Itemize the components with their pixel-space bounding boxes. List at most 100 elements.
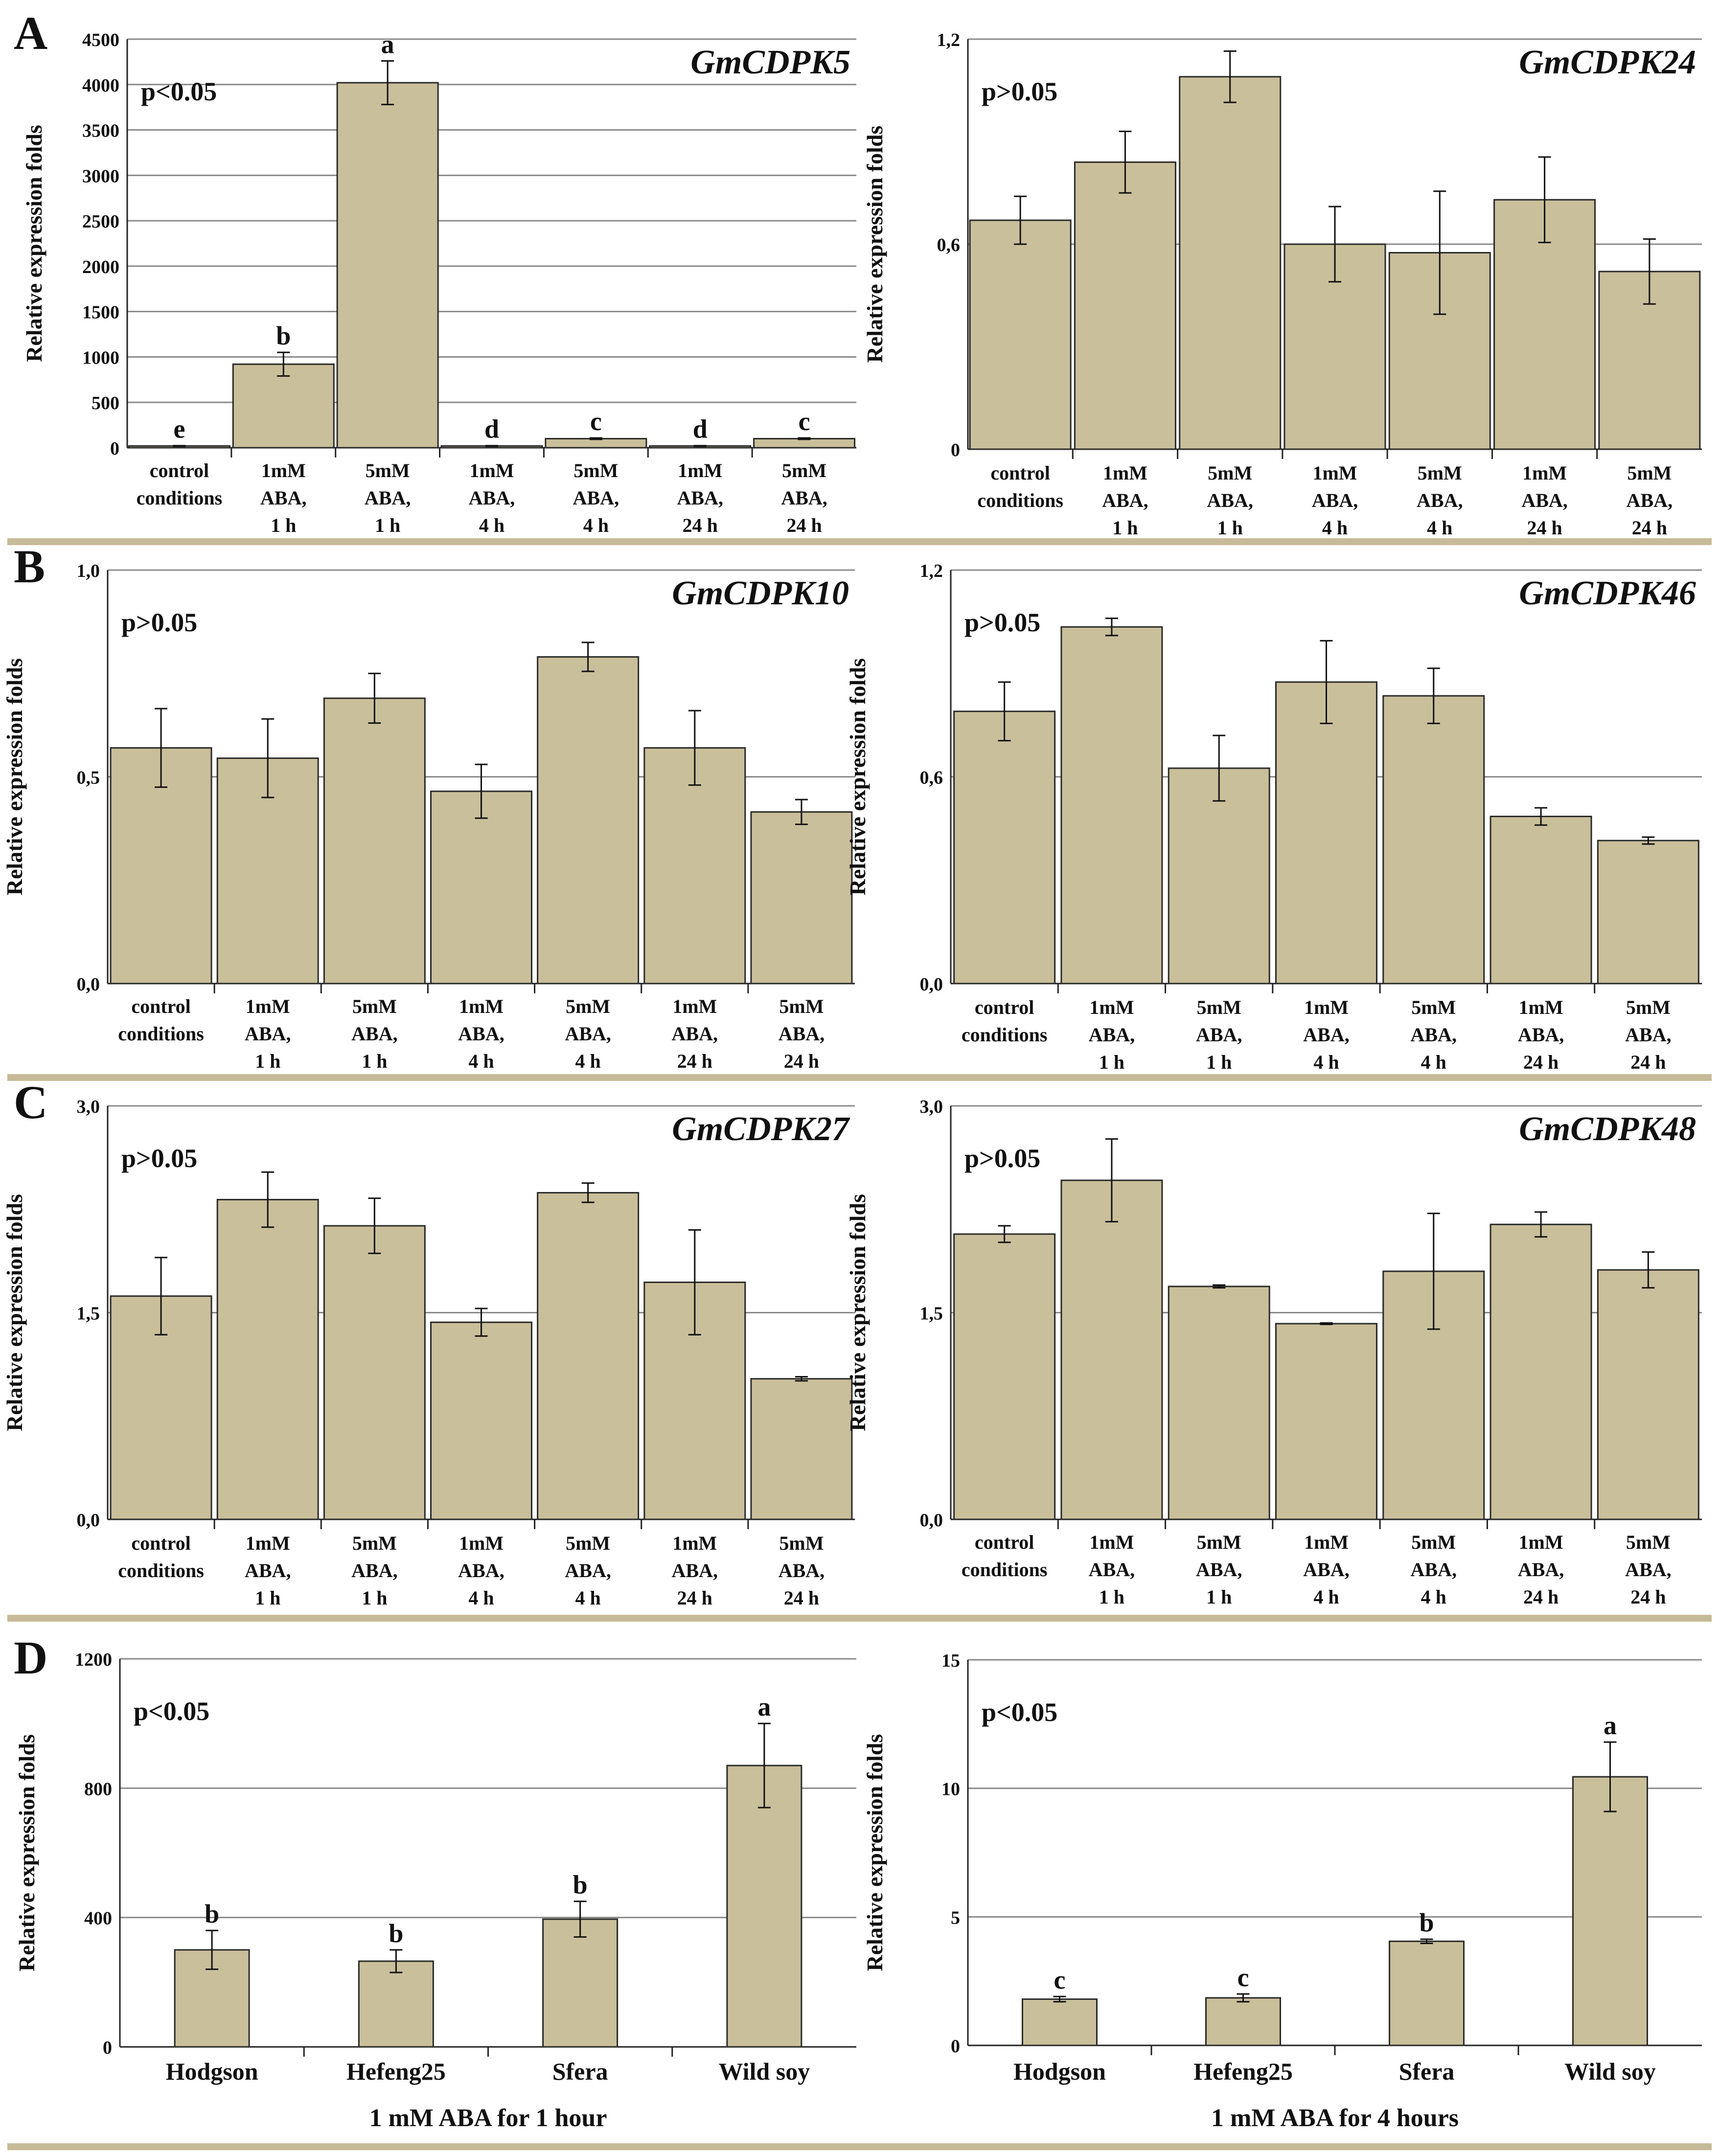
chart-title: GmCDPK48 xyxy=(1519,1110,1696,1148)
x-tick-label: ABA, xyxy=(1196,1024,1242,1046)
x-tick-label: 5mM xyxy=(1197,996,1241,1018)
x-tick-label: control xyxy=(131,1532,190,1554)
bar xyxy=(542,1918,619,2048)
chart-D1: 0 400 800 1200 b Hodgson b Hefeng25 b Sfera a Wild … xyxy=(14,1631,856,2132)
x-tick-label: ABA, xyxy=(351,1560,397,1582)
x-tick-label: Wild soy xyxy=(719,2058,810,2085)
x-tick-label: 1mM xyxy=(459,1532,504,1554)
y-tick-label: 1,5 xyxy=(920,1304,943,1324)
bar xyxy=(1022,1998,1098,2046)
x-tick-label: 5mM xyxy=(566,995,610,1017)
chart-B2: 0,0 0,6 1,2 control conditions 1mM ABA, 1 h 5mM A… xyxy=(845,561,1702,1073)
x-tick-label: 24 h xyxy=(677,1587,712,1609)
bar xyxy=(1275,1323,1377,1520)
x-tick-label: ABA, xyxy=(1411,1024,1457,1046)
x-tick-label: 1mM xyxy=(1103,462,1147,484)
y-tick-label: 10 xyxy=(941,1779,960,1800)
error-bar xyxy=(1053,1995,1066,2003)
bar xyxy=(323,697,426,985)
x-tick-label: control xyxy=(975,996,1034,1018)
y-tick-label: 1,2 xyxy=(937,30,961,50)
x-tick-label: conditions xyxy=(962,1024,1048,1046)
y-tick-label: 4000 xyxy=(82,75,119,96)
x-tick-label: 24 h xyxy=(1523,1051,1559,1073)
error-bar xyxy=(581,642,595,672)
significance-letter: a xyxy=(757,1692,771,1721)
x-tick-label: 5mM xyxy=(1626,1531,1671,1553)
chart-C2: 0,0 1,5 3,0 control conditions 1mM ABA, 1 h 5mM A… xyxy=(845,1097,1702,1608)
bar xyxy=(1275,681,1377,985)
x-tick-label: 1mM xyxy=(1304,1531,1349,1553)
bar xyxy=(430,1321,532,1520)
y-axis-label: Relative expression folds xyxy=(862,1734,887,1972)
x-tick-label: 24 h xyxy=(1630,1586,1666,1608)
x-tick-label: ABA, xyxy=(351,1023,397,1045)
x-tick-label: ABA, xyxy=(365,487,411,509)
error-bar xyxy=(589,437,602,440)
error-bar xyxy=(688,1229,701,1336)
bar xyxy=(1168,767,1270,985)
x-tick-label: ABA, xyxy=(1627,489,1673,511)
bar xyxy=(336,82,439,449)
y-tick-label: 800 xyxy=(84,1779,112,1799)
x-tick-label: ABA, xyxy=(779,1560,825,1582)
bar xyxy=(953,711,1056,985)
bar xyxy=(1490,815,1592,985)
error-bar xyxy=(155,1257,168,1336)
x-tick-label: ABA, xyxy=(1417,489,1463,511)
x-tick-label: 24 h xyxy=(1523,1586,1559,1608)
x-tick-label: 5mM xyxy=(352,995,397,1017)
x-tick-label: 4 h xyxy=(1427,517,1452,539)
bar xyxy=(726,1765,802,2048)
x-tick-label: ABA, xyxy=(1303,1024,1349,1046)
x-tick-label: 1mM xyxy=(1089,996,1134,1018)
x-tick-label: conditions xyxy=(962,1559,1048,1581)
x-tick-label: 1mM xyxy=(1089,1531,1134,1553)
x-tick-label: 5mM xyxy=(1208,462,1252,484)
x-tick-label: conditions xyxy=(118,1560,204,1582)
y-tick-label: 4500 xyxy=(82,30,119,50)
error-bar xyxy=(1535,807,1548,826)
x-tick-label: ABA, xyxy=(1521,489,1567,511)
y-axis-label: Relative expression folds xyxy=(2,658,27,895)
x-tick-label: 5mM xyxy=(352,1532,397,1554)
error-bar xyxy=(1223,50,1237,103)
y-axis-label: Relative expression folds xyxy=(22,125,46,362)
error-bar xyxy=(475,1307,488,1337)
error-bar xyxy=(261,1171,275,1228)
x-tick-label: ABA, xyxy=(779,1023,825,1045)
y-axis-label: Relative expression folds xyxy=(845,1194,870,1431)
panel-letter: C xyxy=(14,1076,47,1128)
error-bar xyxy=(998,681,1011,742)
error-bar xyxy=(261,718,275,799)
error-bar xyxy=(1213,734,1226,802)
p-value-label: p<0.05 xyxy=(134,1697,209,1726)
x-tick-label: ABA, xyxy=(469,487,515,509)
panel-letter: D xyxy=(14,1631,47,1684)
x-tick-label: ABA, xyxy=(1089,1024,1135,1046)
x-tick-label: Sfera xyxy=(1399,2058,1455,2085)
x-tick-label: Hodgson xyxy=(166,2058,258,2085)
error-bar xyxy=(1642,1251,1655,1289)
y-tick-label: 1200 xyxy=(75,1650,112,1670)
x-tick-label: 1 h xyxy=(1112,517,1138,539)
bar xyxy=(750,1378,853,1520)
bar xyxy=(323,1225,426,1520)
x-tick-label: 1 h xyxy=(1206,1051,1232,1073)
y-tick-label: 3,0 xyxy=(920,1097,943,1117)
x-tick-label: 4 h xyxy=(1322,517,1348,539)
y-tick-label: 15 xyxy=(941,1651,960,1671)
x-tick-label: 1 h xyxy=(255,1050,280,1072)
bar xyxy=(430,790,532,985)
error-bar xyxy=(1427,1213,1440,1330)
x-tick-label: 1mM xyxy=(1304,996,1349,1018)
x-tick-label: ABA, xyxy=(1089,1559,1135,1581)
bar xyxy=(750,811,853,985)
y-axis-label: Relative expression folds xyxy=(2,1194,27,1431)
x-tick-label: 24 h xyxy=(784,1050,819,1072)
x-axis-label: 1 mM ABA for 4 hours xyxy=(1211,2104,1459,2132)
y-tick-label: 3,0 xyxy=(77,1097,100,1117)
x-tick-label: conditions xyxy=(118,1023,204,1045)
x-tick-label: 4 h xyxy=(1313,1586,1339,1608)
